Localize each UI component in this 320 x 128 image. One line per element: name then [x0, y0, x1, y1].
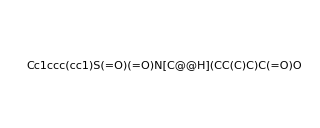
Text: Cc1ccc(cc1)S(=O)(=O)N[C@@H](CC(C)C)C(=O)O: Cc1ccc(cc1)S(=O)(=O)N[C@@H](CC(C)C)C(=O)… — [26, 60, 302, 70]
